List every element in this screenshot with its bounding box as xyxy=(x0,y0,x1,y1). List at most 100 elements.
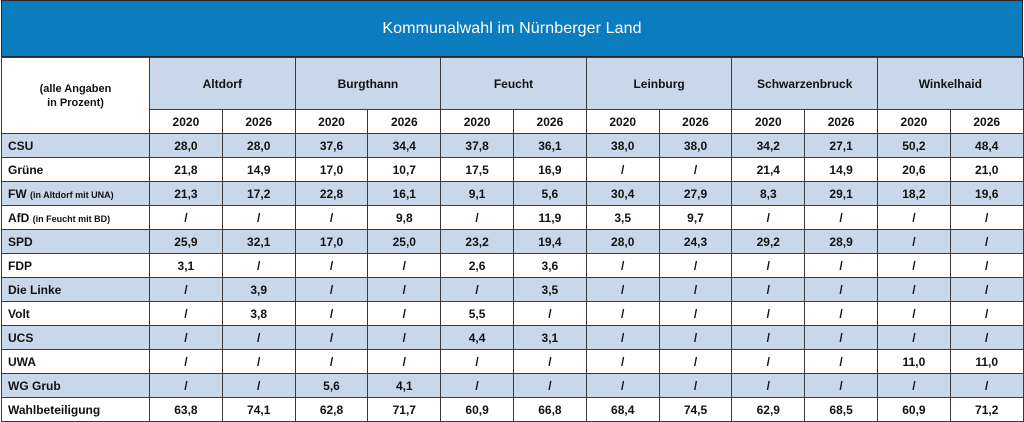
value-cell: / xyxy=(513,349,587,374)
value-cell: / xyxy=(877,301,951,326)
value-cell: 34,2 xyxy=(731,133,806,158)
results-table: (alle Angaben in Prozent) Altdorf Burgtha… xyxy=(1,57,1024,422)
value-cell: 3,9 xyxy=(221,277,296,302)
value-cell: 28,9 xyxy=(804,229,878,254)
value-cell: 34,4 xyxy=(367,133,442,158)
value-cell: 8,3 xyxy=(731,181,806,206)
value-cell: / xyxy=(804,301,878,326)
value-cell: / xyxy=(367,253,442,278)
value-cell: 48,4 xyxy=(949,133,1024,158)
party-label: FDP xyxy=(1,253,150,278)
year-header: 2020 xyxy=(294,109,369,134)
value-cell: / xyxy=(294,301,369,326)
party-name: UCS xyxy=(8,330,34,345)
party-name: UWA xyxy=(8,354,36,369)
value-cell: 24,3 xyxy=(658,229,733,254)
party-name: Grüne xyxy=(8,162,44,177)
value-cell: / xyxy=(731,253,806,278)
value-cell: 23,2 xyxy=(440,229,514,254)
party-note: (in Feucht mit BD) xyxy=(32,213,111,224)
value-cell: 21,8 xyxy=(149,157,223,182)
value-cell: / xyxy=(585,301,660,326)
value-cell: 10,7 xyxy=(367,157,442,182)
value-cell: / xyxy=(440,373,514,398)
value-cell: 11,9 xyxy=(513,205,587,230)
value-cell: 28,0 xyxy=(149,133,223,158)
value-cell: 66,8 xyxy=(513,397,587,422)
value-cell: 3,8 xyxy=(221,301,296,326)
value-cell: / xyxy=(731,349,806,374)
value-cell: 3,1 xyxy=(149,253,223,278)
table-row: CSU 28,0 28,0 37,6 34,4 37,8 36,1 38,0 38,0 34,2 2… xyxy=(1,133,1024,158)
value-cell: / xyxy=(658,157,733,182)
municipality-header: Burgthann xyxy=(294,57,442,110)
value-cell: / xyxy=(149,277,223,302)
value-cell: 27,1 xyxy=(804,133,878,158)
value-cell: 19,4 xyxy=(513,229,587,254)
year-header: 2020 xyxy=(585,109,660,134)
value-cell: / xyxy=(804,373,878,398)
value-cell: / xyxy=(294,253,369,278)
value-cell: 36,1 xyxy=(513,133,587,158)
value-cell: 3,1 xyxy=(513,325,587,350)
value-cell: / xyxy=(877,277,951,302)
party-name: FDP xyxy=(8,258,32,273)
value-cell: 19,6 xyxy=(949,181,1024,206)
municipality-header: Winkelhaid xyxy=(877,57,1024,110)
value-cell: / xyxy=(949,229,1024,254)
party-name: Volt xyxy=(8,306,30,321)
year-header: 2026 xyxy=(221,109,296,134)
party-label: FW (in Altdorf mit UNA) xyxy=(1,181,150,206)
value-cell: 4,1 xyxy=(367,373,442,398)
municipality-header: Feucht xyxy=(440,57,587,110)
year-header: 2020 xyxy=(731,109,806,134)
value-cell: 17,5 xyxy=(440,157,514,182)
table-body: CSU 28,0 28,0 37,6 34,4 37,8 36,1 38,0 38,0 34,2 2… xyxy=(1,133,1024,422)
value-cell: 21,0 xyxy=(949,157,1024,182)
value-cell: 68,4 xyxy=(585,397,660,422)
party-name: FW xyxy=(8,186,27,201)
value-cell: / xyxy=(149,205,223,230)
table-row: SPD 25,9 32,1 17,0 25,0 23,2 19,4 28,0 24,3 29,2 2… xyxy=(1,229,1024,254)
value-cell: 11,0 xyxy=(877,349,951,374)
value-cell: 9,8 xyxy=(367,205,442,230)
value-cell: / xyxy=(294,205,369,230)
year-header: 2026 xyxy=(804,109,878,134)
value-cell: / xyxy=(221,205,296,230)
value-cell: 16,9 xyxy=(513,157,587,182)
value-cell: / xyxy=(149,301,223,326)
party-label: Volt xyxy=(1,301,150,326)
value-cell: 71,7 xyxy=(367,397,442,422)
value-cell: 38,0 xyxy=(585,133,660,158)
party-label: Die Linke xyxy=(1,277,150,302)
value-cell: 14,9 xyxy=(804,157,878,182)
value-cell: / xyxy=(149,349,223,374)
value-cell: 60,9 xyxy=(440,397,514,422)
value-cell: / xyxy=(804,253,878,278)
year-header: 2026 xyxy=(513,109,587,134)
value-cell: 29,2 xyxy=(731,229,806,254)
year-header: 2020 xyxy=(149,109,223,134)
value-cell: 5,6 xyxy=(513,181,587,206)
value-cell: 25,9 xyxy=(149,229,223,254)
party-name: WG Grub xyxy=(8,378,61,393)
value-cell: / xyxy=(658,325,733,350)
value-cell: / xyxy=(585,157,660,182)
table-row: Grüne 21,8 14,9 17,0 10,7 17,5 16,9//21,4 14,9 2… xyxy=(1,157,1024,182)
value-cell: 71,2 xyxy=(949,397,1024,422)
table-title: Kommunalwahl im Nürnberger Land xyxy=(1,0,1023,57)
value-cell: / xyxy=(585,325,660,350)
value-cell: / xyxy=(877,229,951,254)
value-cell: / xyxy=(367,325,442,350)
value-cell: / xyxy=(949,325,1024,350)
value-cell: / xyxy=(294,349,369,374)
value-cell: / xyxy=(367,301,442,326)
party-name: Wahlbeteiligung xyxy=(8,402,101,417)
value-cell: 68,5 xyxy=(804,397,878,422)
value-cell: 28,0 xyxy=(585,229,660,254)
value-cell: / xyxy=(585,277,660,302)
table-row: AfD (in Feucht mit BD) / //9,8/11,9 3,5 9,7/… xyxy=(1,205,1024,230)
year-header: 2020 xyxy=(440,109,514,134)
value-cell: / xyxy=(149,373,223,398)
value-cell: / xyxy=(804,325,878,350)
